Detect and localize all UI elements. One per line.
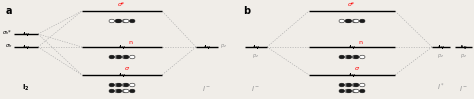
Ellipse shape — [352, 55, 358, 59]
Ellipse shape — [345, 89, 350, 93]
Ellipse shape — [339, 83, 345, 87]
Ellipse shape — [116, 83, 122, 87]
Ellipse shape — [352, 83, 358, 87]
Ellipse shape — [359, 83, 365, 87]
Ellipse shape — [122, 83, 128, 87]
Text: $I^*$: $I^*$ — [437, 82, 445, 93]
Ellipse shape — [339, 89, 345, 93]
Ellipse shape — [354, 19, 359, 23]
Ellipse shape — [122, 19, 128, 23]
Text: $\sigma$: $\sigma$ — [124, 66, 130, 72]
Text: $p_z$: $p_z$ — [460, 52, 467, 60]
Ellipse shape — [345, 83, 350, 87]
Ellipse shape — [354, 83, 359, 87]
Text: a: a — [6, 6, 12, 16]
Ellipse shape — [109, 83, 115, 87]
Ellipse shape — [115, 55, 120, 59]
Ellipse shape — [109, 89, 115, 93]
Ellipse shape — [346, 89, 352, 93]
Text: $p_z$: $p_z$ — [438, 52, 445, 60]
Text: $\sigma$: $\sigma$ — [354, 66, 360, 72]
Ellipse shape — [124, 89, 129, 93]
Ellipse shape — [352, 89, 358, 93]
Ellipse shape — [359, 55, 365, 59]
Ellipse shape — [352, 19, 358, 23]
Text: $I^-$: $I^-$ — [252, 84, 261, 93]
Ellipse shape — [346, 19, 352, 23]
Ellipse shape — [122, 89, 128, 93]
Text: $\sigma$*: $\sigma$* — [117, 0, 126, 9]
Text: $I^-$: $I^-$ — [202, 84, 211, 93]
Ellipse shape — [129, 55, 135, 59]
Ellipse shape — [339, 55, 345, 59]
Ellipse shape — [354, 55, 359, 59]
Ellipse shape — [129, 83, 135, 87]
Ellipse shape — [116, 55, 122, 59]
Text: $\sigma_h$: $\sigma_h$ — [5, 42, 12, 50]
Ellipse shape — [116, 89, 122, 93]
Ellipse shape — [345, 55, 350, 59]
Ellipse shape — [359, 89, 365, 93]
Ellipse shape — [109, 19, 115, 23]
Text: $I^-$: $I^-$ — [459, 84, 468, 93]
Text: n: n — [358, 40, 362, 44]
Ellipse shape — [339, 19, 345, 23]
Ellipse shape — [346, 83, 352, 87]
Ellipse shape — [354, 89, 359, 93]
Ellipse shape — [122, 55, 128, 59]
Ellipse shape — [116, 19, 122, 23]
Ellipse shape — [345, 19, 350, 23]
Ellipse shape — [346, 55, 352, 59]
Ellipse shape — [109, 55, 115, 59]
Ellipse shape — [129, 19, 135, 23]
Text: $p_z$: $p_z$ — [252, 52, 260, 60]
Ellipse shape — [124, 83, 129, 87]
Text: b: b — [243, 6, 250, 16]
Text: $\sigma$*: $\sigma$* — [346, 0, 356, 9]
Ellipse shape — [359, 19, 365, 23]
Ellipse shape — [124, 19, 129, 23]
Ellipse shape — [115, 89, 120, 93]
Text: $p_z$: $p_z$ — [220, 42, 228, 50]
Ellipse shape — [129, 89, 135, 93]
Text: $\sigma_h$*: $\sigma_h$* — [2, 29, 12, 37]
Ellipse shape — [115, 83, 120, 87]
Ellipse shape — [115, 19, 120, 23]
Text: n: n — [128, 40, 132, 44]
Ellipse shape — [124, 55, 129, 59]
Text: $\mathbf{I_2}$: $\mathbf{I_2}$ — [22, 83, 30, 93]
